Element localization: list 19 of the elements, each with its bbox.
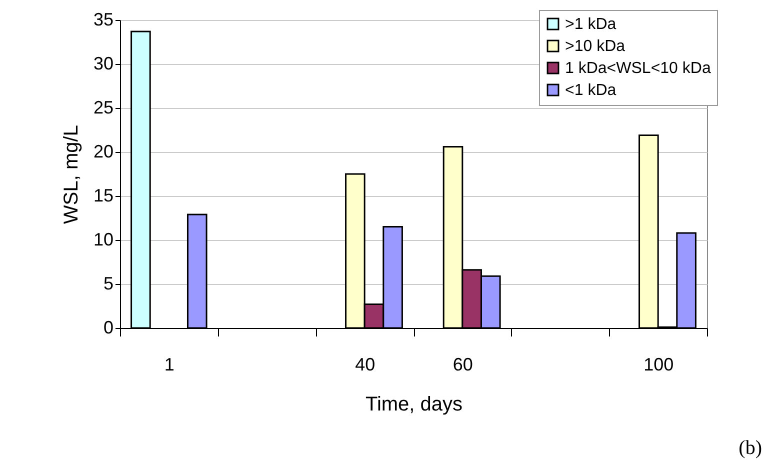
legend-label: >10 kDa xyxy=(565,38,626,55)
y-tick-label: 10 xyxy=(93,230,114,250)
legend-label: 1 kDa<WSL<10 kDa xyxy=(565,60,711,77)
legend-label: <1 kDa xyxy=(565,82,616,99)
y-tick-label: 30 xyxy=(93,54,114,74)
y-tick-label: 15 xyxy=(93,186,114,206)
y-tick-label: 35 xyxy=(93,10,114,30)
legend-label: >1 kDa xyxy=(565,16,616,33)
x-tick-label: 1 xyxy=(164,354,174,374)
x-tick-label: 100 xyxy=(644,354,674,374)
x-tick-label: 60 xyxy=(452,354,473,374)
y-tick-label: 5 xyxy=(103,274,114,294)
y-tick-label: 20 xyxy=(93,142,114,162)
x-axis-title: Time, days xyxy=(365,394,463,416)
y-tick-label: 0 xyxy=(103,318,114,338)
x-tick-label: 40 xyxy=(355,354,376,374)
y-tick-label: 25 xyxy=(93,98,114,118)
y-axis-title: WSL, mg/L xyxy=(60,125,82,224)
text: (b) xyxy=(738,437,762,459)
